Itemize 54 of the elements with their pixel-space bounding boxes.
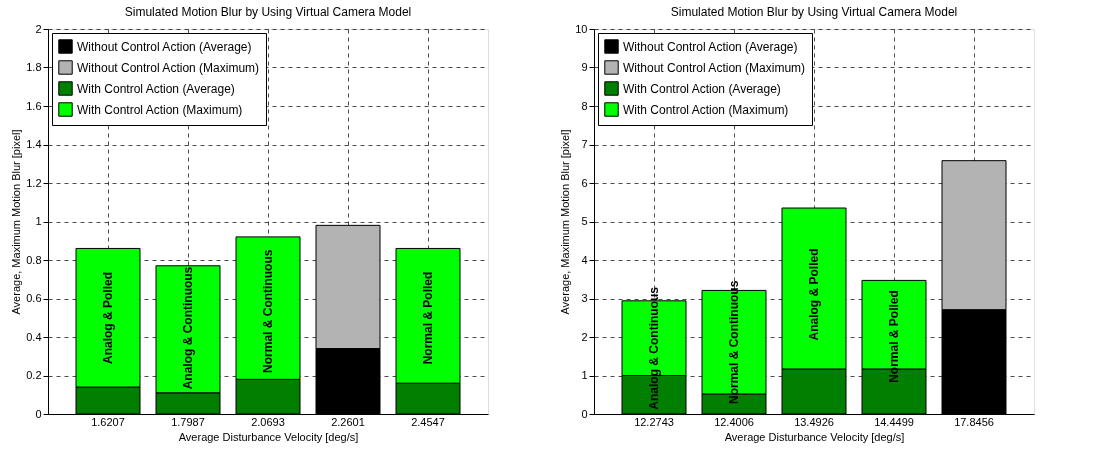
y-tick-label: 1 bbox=[581, 369, 588, 381]
y-tick-label: 1.6 bbox=[26, 99, 42, 112]
x-tick-label: 1.7987 bbox=[171, 415, 205, 428]
y-tick-label: 0.8 bbox=[26, 253, 42, 266]
y-tick-label: 3 bbox=[581, 292, 588, 304]
x-tick-label: 1.6207 bbox=[91, 415, 125, 428]
annotation: Analog & Polled bbox=[101, 271, 115, 364]
annotation: Analog & Continuous bbox=[647, 286, 661, 410]
y-tick-label: 1.2 bbox=[26, 176, 42, 189]
y-tick-label: 7 bbox=[581, 138, 588, 150]
legend-label: Without Control Action (Maximum) bbox=[77, 60, 260, 75]
y-tick-label: 0.6 bbox=[26, 292, 42, 304]
y-tick-label: 1 bbox=[35, 215, 42, 227]
x-tick-label: 2.4547 bbox=[411, 415, 445, 428]
chart-title: Simulated Motion Blur by Using Virtual Camera Model bbox=[124, 5, 412, 19]
legend-label: With Control Action (Maximum) bbox=[623, 102, 789, 117]
legend-label: Without Control Action (Average) bbox=[623, 39, 798, 54]
legend-label: Without Control Action (Maximum) bbox=[623, 60, 806, 75]
x-tick-label: 2.0693 bbox=[251, 415, 285, 428]
y-tick-label: 0 bbox=[581, 407, 588, 420]
legend-label: With Control Action (Average) bbox=[77, 81, 235, 96]
y-tick-label: 9 bbox=[581, 61, 588, 73]
y-tick-label: 4 bbox=[581, 253, 588, 266]
y-tick-label: 6 bbox=[581, 176, 588, 189]
y-tick-label: 1.8 bbox=[26, 61, 42, 73]
annotation: Analog & Polled bbox=[807, 248, 821, 341]
y-tick-label: 5 bbox=[581, 215, 588, 227]
chart-title: Simulated Motion Blur by Using Virtual Camera Model bbox=[670, 5, 958, 19]
x-axis-title: Average Disturbance Velocity [deg/s] bbox=[724, 430, 905, 443]
y-tick-label: 2 bbox=[35, 22, 42, 35]
y-tick-label: 1.4 bbox=[26, 138, 42, 150]
annotation: Normal & Continuous bbox=[727, 280, 741, 404]
x-tick-label: 14.4499 bbox=[874, 415, 914, 428]
x-tick-label: 13.4926 bbox=[794, 415, 834, 428]
legend-label: With Control Action (Maximum) bbox=[77, 102, 243, 117]
legend-label: Without Control Action (Average) bbox=[77, 39, 252, 54]
y-axis-title: Average, Maximum Motion Blur [pixel] bbox=[559, 129, 572, 315]
y-tick-label: 8 bbox=[581, 99, 588, 112]
y-tick-label: 0.2 bbox=[26, 369, 42, 381]
y-axis-title: Average, Maximum Motion Blur [pixel] bbox=[10, 129, 23, 315]
y-tick-label: 0.4 bbox=[26, 330, 42, 343]
x-tick-label: 12.2743 bbox=[634, 415, 674, 428]
y-tick-label: 0 bbox=[35, 407, 42, 420]
x-tick-label: 17.8456 bbox=[954, 415, 994, 428]
x-tick-label: 12.4006 bbox=[714, 415, 754, 428]
annotation: Normal & Polled bbox=[421, 271, 435, 365]
legend-label: With Control Action (Average) bbox=[623, 81, 781, 96]
y-tick-label: 2 bbox=[581, 330, 588, 343]
y-tick-label: 10 bbox=[575, 22, 588, 35]
annotation: Normal & Polled bbox=[887, 290, 901, 383]
annotation: Analog & Continuous bbox=[181, 266, 195, 390]
x-axis-title: Average Disturbance Velocity [deg/s] bbox=[178, 430, 359, 443]
x-tick-label: 2.2601 bbox=[331, 415, 365, 428]
annotation: Normal & Continuous bbox=[261, 249, 275, 373]
